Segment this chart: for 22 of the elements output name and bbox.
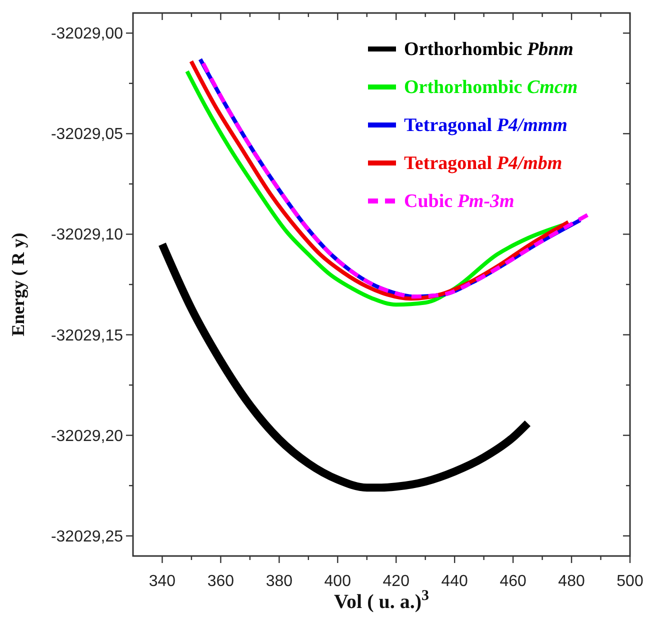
y-tick-label: -32029,10: [50, 226, 124, 244]
legend-label: Orthorhombic Cmcm: [404, 77, 578, 98]
legend-label: Tetragonal P4/mbm: [404, 153, 562, 174]
x-tick-label: 380: [266, 573, 293, 590]
y-tick-label: -32029,20: [50, 428, 124, 445]
legend-label: Cubic Pm-3m: [404, 191, 514, 212]
legend-label: Tetragonal P4/mmm: [404, 115, 568, 136]
y-tick-label: -32029,25: [50, 528, 124, 546]
x-tick-label: 500: [616, 573, 644, 590]
x-tick-label: 440: [441, 573, 468, 590]
x-axis-title: Vol ( u. a.)$^{3}$: [334, 588, 430, 613]
x-tick-label: 420: [382, 573, 410, 590]
legend-label: Orthorhombic Pbnm: [404, 39, 574, 60]
y-axis-title: Energy ( R y): [8, 232, 28, 336]
y-tick-label: -32029,05: [50, 126, 124, 144]
x-tick-label: 480: [558, 573, 585, 590]
y-tick-label: -32029,00: [50, 26, 124, 43]
x-tick-label: 460: [500, 573, 527, 590]
x-tick-label: 360: [207, 573, 234, 590]
y-tick-label: -32029,15: [50, 327, 124, 344]
x-tick-label: 400: [324, 573, 352, 590]
x-tick-label: 340: [148, 573, 176, 590]
